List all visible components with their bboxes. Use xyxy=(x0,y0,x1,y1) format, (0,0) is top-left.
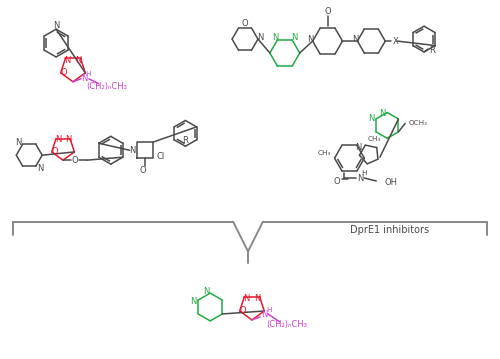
Text: N: N xyxy=(130,146,136,155)
Text: OH: OH xyxy=(384,178,398,187)
Text: N: N xyxy=(80,74,87,83)
Text: N: N xyxy=(354,143,361,152)
Text: N: N xyxy=(254,294,261,303)
Text: N: N xyxy=(53,21,60,30)
Text: X: X xyxy=(392,37,398,46)
Text: N: N xyxy=(257,33,263,42)
Text: OCH₃: OCH₃ xyxy=(408,120,428,126)
Text: O: O xyxy=(60,68,67,77)
Text: O: O xyxy=(242,19,248,28)
Text: Cl: Cl xyxy=(156,152,165,161)
Text: DprE1 inhibitors: DprE1 inhibitors xyxy=(350,225,429,235)
Text: N: N xyxy=(308,34,314,43)
Text: O: O xyxy=(52,148,58,157)
Text: N: N xyxy=(36,164,43,173)
Text: R: R xyxy=(429,46,435,55)
Text: O: O xyxy=(72,156,78,165)
Text: N: N xyxy=(291,33,298,42)
Text: N: N xyxy=(243,294,250,303)
Text: O: O xyxy=(140,165,146,174)
Text: H: H xyxy=(362,170,367,176)
Text: N: N xyxy=(352,34,358,43)
Text: N: N xyxy=(260,311,267,320)
Text: N: N xyxy=(357,173,364,182)
Text: O: O xyxy=(333,177,340,186)
Text: N: N xyxy=(16,137,22,146)
Text: N: N xyxy=(368,115,374,123)
Text: N: N xyxy=(190,297,196,306)
Text: (CH₂)ₙCH₃: (CH₂)ₙCH₃ xyxy=(266,320,307,329)
Text: N: N xyxy=(203,286,209,295)
Text: H: H xyxy=(85,71,90,77)
Text: N: N xyxy=(379,109,385,118)
Text: N: N xyxy=(65,135,71,144)
Text: R: R xyxy=(182,136,188,145)
Text: O: O xyxy=(240,307,246,316)
Text: N: N xyxy=(272,33,278,42)
Text: CH₃: CH₃ xyxy=(368,136,381,142)
Text: H: H xyxy=(266,307,272,313)
Text: N: N xyxy=(76,56,82,65)
Text: N: N xyxy=(64,56,70,65)
Text: N: N xyxy=(55,135,61,144)
Text: CH₃: CH₃ xyxy=(318,150,332,156)
Text: (CH₂)ₙCH₃: (CH₂)ₙCH₃ xyxy=(86,82,127,91)
Text: O: O xyxy=(324,7,331,16)
